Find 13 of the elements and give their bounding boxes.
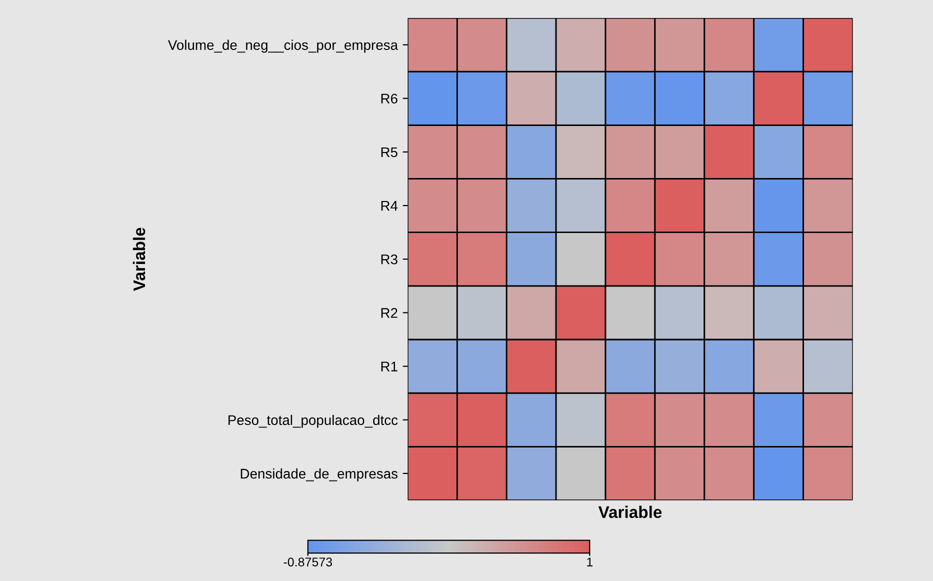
x-axis-title: Variable	[598, 506, 662, 518]
y-tick-label: R6	[381, 94, 398, 104]
y-tick-label: R3	[381, 254, 398, 264]
y-axis-title: Variable	[132, 228, 146, 291]
y-tick-label: R1	[381, 362, 398, 372]
y-tick-label: R2	[381, 308, 398, 318]
y-tick-label: R4	[381, 201, 398, 211]
y-tick-label: Peso_total_populacao_dtcc	[228, 414, 398, 428]
color-bar-label: 1	[587, 558, 593, 566]
color-bar-label: -0.87573	[284, 558, 332, 566]
y-tick-label: R5	[381, 147, 398, 158]
y-tick-label: Volume_de_neg__cios_por_empresa	[168, 40, 398, 53]
y-tick-label: Densidade_de_empresas	[240, 468, 398, 482]
